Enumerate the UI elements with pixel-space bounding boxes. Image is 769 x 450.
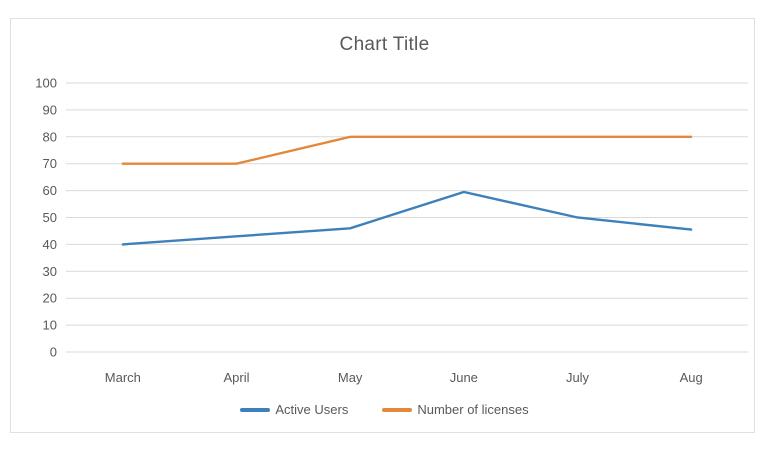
chart-frame	[10, 18, 755, 433]
y-axis-tick-label: 80	[43, 129, 57, 144]
y-axis-tick-label: 100	[35, 76, 57, 91]
legend: Active Users Number of licenses	[0, 402, 769, 417]
legend-swatch-icon	[382, 407, 413, 412]
y-axis-tick-label: 60	[43, 183, 57, 198]
x-axis-label: June	[450, 370, 478, 385]
x-axis-label: April	[223, 370, 249, 385]
series-line-active-users	[121, 190, 693, 246]
y-axis-tick-label: 50	[43, 210, 57, 225]
chart-title: Chart Title	[339, 34, 430, 55]
y-axis-tick-label: 20	[43, 291, 57, 306]
legend-item: Active Users	[240, 402, 348, 417]
y-axis-tick-label: 40	[43, 237, 57, 252]
series-line-number-of-licenses	[121, 135, 693, 165]
x-axis-label: March	[105, 370, 141, 385]
x-axis-label: May	[338, 370, 363, 385]
legend-item: Number of licenses	[382, 402, 529, 417]
y-axis-tick-label: 90	[43, 102, 57, 117]
x-axis-label: July	[566, 370, 590, 385]
legend-swatch-icon	[240, 407, 271, 412]
x-axis-label: Aug	[680, 370, 703, 385]
legend-label: Number of licenses	[417, 402, 529, 417]
y-axis-tick-label: 30	[43, 264, 57, 279]
y-axis-tick-label: 70	[43, 156, 57, 171]
y-axis-tick-label: 0	[50, 345, 57, 360]
legend-label: Active Users	[275, 402, 349, 417]
y-axis-tick-label: 10	[43, 318, 57, 333]
